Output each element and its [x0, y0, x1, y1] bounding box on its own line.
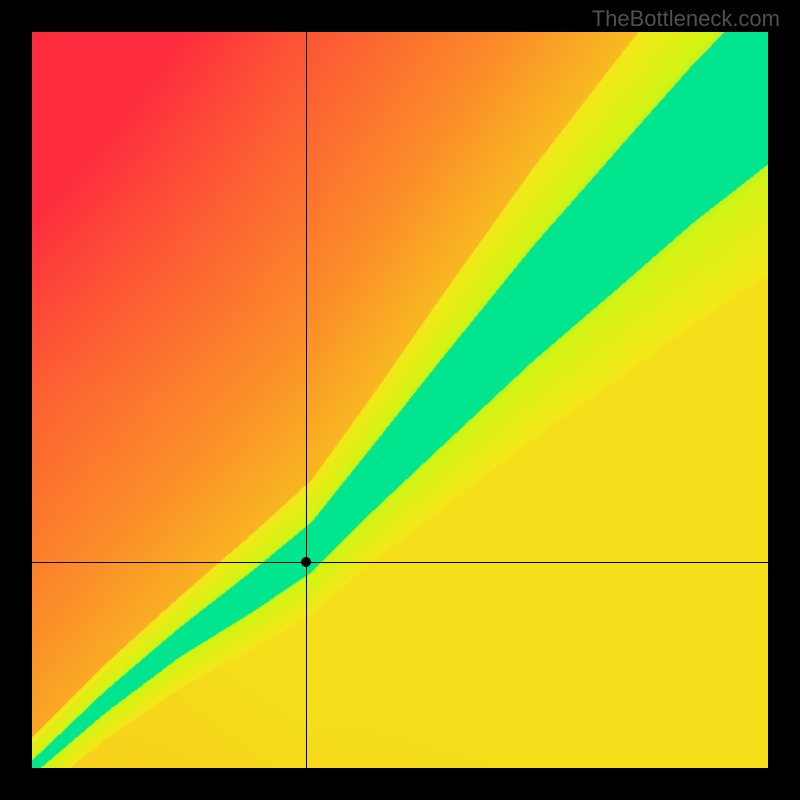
crosshair-horizontal [32, 562, 768, 563]
heatmap-canvas [32, 32, 768, 768]
chart-container: TheBottleneck.com [0, 0, 800, 800]
crosshair-vertical [306, 32, 307, 768]
crosshair-marker [301, 557, 311, 567]
plot-area [32, 32, 768, 768]
watermark-text: TheBottleneck.com [592, 6, 780, 32]
